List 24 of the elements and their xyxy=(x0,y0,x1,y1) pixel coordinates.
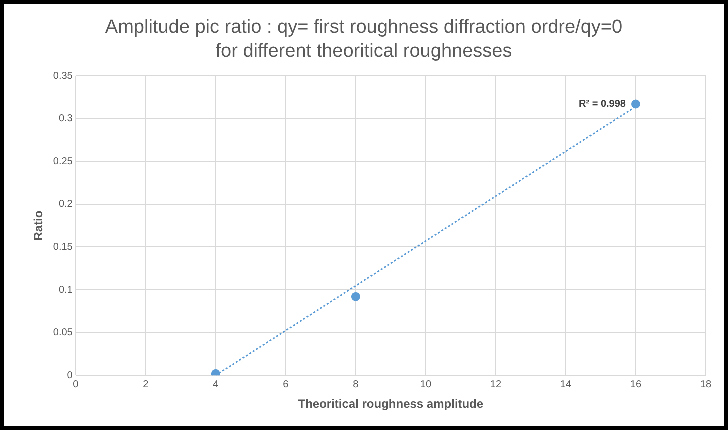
x-tick-label: 8 xyxy=(353,379,360,390)
y-tick-label: 0.15 xyxy=(53,242,74,253)
y-axis-title: Ratio xyxy=(32,210,46,241)
x-axis-title: Theoritical roughness amplitude xyxy=(298,397,484,412)
y-tick-label: 0.05 xyxy=(53,328,74,339)
x-tick-label: 16 xyxy=(630,379,642,390)
x-tick-label: 14 xyxy=(560,379,572,390)
annotation: R² = 0.998 xyxy=(579,99,626,110)
x-tick-label: 12 xyxy=(490,379,502,390)
x-tick-label: 18 xyxy=(700,379,712,390)
x-tick-label: 10 xyxy=(420,379,432,390)
y-tick-label: 0.1 xyxy=(58,284,74,296)
y-tick-label: 0.3 xyxy=(58,114,74,125)
y-tick-label: 0.2 xyxy=(58,199,74,210)
chart-title: Amplitude pic ratio : qy= first roughness diffraction ordre/qy=0 for different theoritical roughnesses xyxy=(104,16,624,64)
point xyxy=(211,369,220,376)
y-tick-label: 0 xyxy=(67,370,74,382)
x-tick-label: 6 xyxy=(283,379,290,390)
x-tick-label: 4 xyxy=(213,379,220,390)
y-tick-label: 0.25 xyxy=(53,156,74,168)
point xyxy=(351,292,360,302)
y-tick-label: 0.35 xyxy=(53,70,74,82)
point xyxy=(631,100,640,109)
x-tick-label: 2 xyxy=(143,379,150,390)
